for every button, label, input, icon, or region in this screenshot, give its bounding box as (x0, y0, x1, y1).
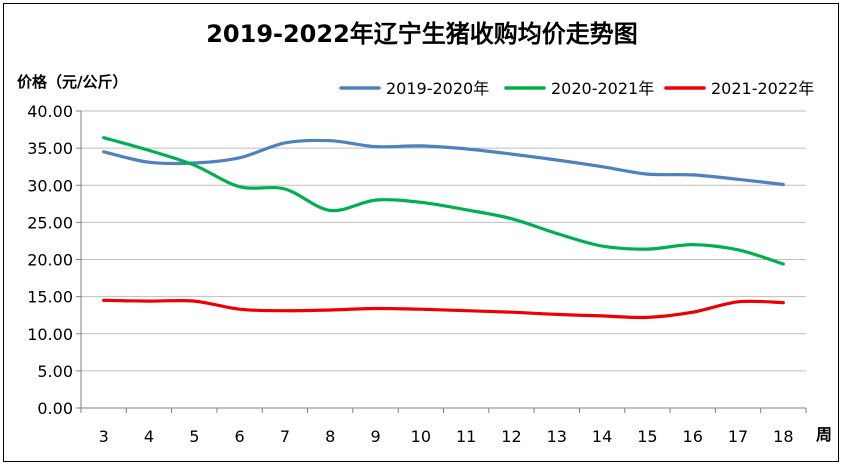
legend-label-1: 2019-2020年 (386, 79, 489, 98)
axes (76, 110, 807, 413)
grid-lines (81, 110, 806, 372)
data-point (329, 308, 332, 311)
data-point (555, 159, 558, 162)
x-tick-labels: 3 4 5 6 7 8 9 10 11 12 13 14 15 16 17 18 (99, 427, 794, 446)
legend: 2019-2020年 2020-2021年 2021-2022年 (339, 79, 814, 98)
x-tick-label: 8 (325, 427, 335, 446)
series-line-3 (102, 298, 785, 320)
data-point (737, 300, 740, 303)
series-line-1 (102, 138, 785, 187)
x-tick-label: 10 (411, 427, 431, 446)
data-point (601, 314, 604, 317)
x-tick-label: 13 (547, 427, 567, 446)
y-tick-label: 35.00 (27, 139, 73, 158)
data-point (329, 209, 332, 212)
data-point (555, 232, 558, 235)
y-tick-label: 0.00 (37, 399, 73, 418)
data-point (691, 243, 694, 246)
x-tick-label: 5 (189, 427, 199, 446)
data-point (102, 299, 105, 302)
data-point (147, 149, 150, 152)
x-tick-label: 9 (370, 427, 380, 446)
data-point (601, 245, 604, 248)
x-tick-label: 14 (592, 427, 612, 446)
data-point (691, 311, 694, 314)
data-point (691, 173, 694, 176)
data-point (737, 248, 740, 251)
data-point (283, 187, 286, 190)
data-point (147, 300, 150, 303)
data-point (419, 308, 422, 311)
x-tick-label: 18 (773, 427, 793, 446)
y-tick-label: 20.00 (27, 251, 73, 270)
x-tick-label: 15 (637, 427, 657, 446)
chart-title: 2019-2022年辽宁生猪收购均价走势图 (206, 20, 638, 48)
y-tick-label: 25.00 (27, 213, 73, 232)
x-tick-label: 6 (235, 427, 245, 446)
data-point (646, 173, 649, 176)
data-point (737, 178, 740, 181)
data-point (283, 141, 286, 144)
x-axis-label: 周 (816, 425, 832, 444)
y-tick-labels: 0.00 5.00 10.00 15.00 20.00 25.00 30.00 35.00 40… (27, 102, 73, 418)
y-tick-label: 40.00 (27, 102, 73, 121)
y-tick-label: 10.00 (27, 325, 73, 344)
data-point (782, 262, 785, 265)
data-point (329, 139, 332, 142)
y-axis-label: 价格（元/公斤） (17, 73, 127, 91)
y-tick-label: 15.00 (27, 288, 73, 307)
data-point (601, 165, 604, 168)
x-tick-label: 3 (99, 427, 109, 446)
data-point (646, 248, 649, 251)
data-point (782, 183, 785, 186)
data-point (283, 309, 286, 312)
x-tick-label: 16 (683, 427, 703, 446)
data-point (193, 164, 196, 167)
legend-label-3: 2021-2022年 (711, 79, 814, 98)
y-tick-label: 5.00 (37, 362, 73, 381)
data-point (193, 300, 196, 303)
data-point (510, 217, 513, 220)
series-lines (102, 136, 785, 320)
data-point (102, 150, 105, 153)
data-point (374, 145, 377, 148)
data-point (510, 311, 513, 314)
data-point (782, 301, 785, 304)
x-tick-label: 4 (144, 427, 154, 446)
data-point (419, 144, 422, 147)
y-tick-label: 30.00 (27, 176, 73, 195)
x-tick-label: 11 (456, 427, 476, 446)
data-point (102, 136, 105, 139)
data-point (374, 307, 377, 310)
data-point (419, 201, 422, 204)
data-point (465, 147, 468, 150)
data-point (374, 199, 377, 202)
x-tick-label: 12 (501, 427, 521, 446)
data-point (465, 309, 468, 312)
data-point (238, 308, 241, 311)
data-point (555, 313, 558, 316)
x-tick-label: 7 (280, 427, 290, 446)
data-point (646, 316, 649, 319)
chart-frame: 2019-2022年辽宁生猪收购均价走势图 价格（元/公斤） 周 0.00 5.0… (3, 3, 839, 462)
data-point (238, 185, 241, 188)
data-point (238, 156, 241, 159)
data-point (510, 153, 513, 156)
series-line-2 (102, 136, 785, 266)
x-tick-label: 17 (728, 427, 748, 446)
data-point (147, 161, 150, 164)
data-point (465, 208, 468, 211)
line-chart: 2019-2022年辽宁生猪收购均价走势图 价格（元/公斤） 周 0.00 5.0… (17, 20, 832, 446)
legend-label-2: 2020-2021年 (551, 79, 654, 98)
